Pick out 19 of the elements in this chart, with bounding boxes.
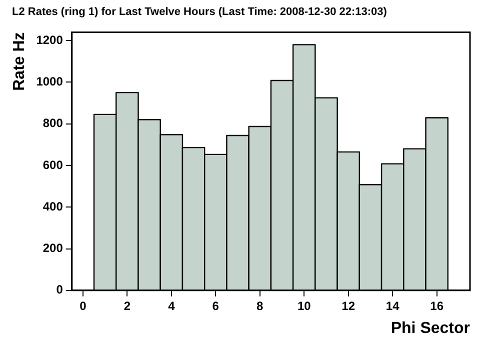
chart-title: L2 Rates (ring 1) for Last Twelve Hours (Last Time: 2008-12-30 22:13:03) — [12, 6, 387, 18]
y-tick-label: 1200 — [36, 32, 64, 47]
y-axis-title: Rate Hz — [11, 32, 28, 91]
y-tick-label: 600 — [42, 158, 64, 172]
y-tick-label: 1000 — [36, 74, 64, 88]
x-tick-label: 14 — [386, 298, 400, 313]
x-tick-label: 2 — [124, 298, 131, 313]
x-tick-label: 10 — [297, 298, 312, 313]
x-tick-label: 12 — [342, 298, 356, 313]
y-tick-label: 200 — [42, 241, 64, 256]
x-tick-label: 6 — [212, 298, 220, 313]
y-tick-label: 0 — [56, 282, 64, 297]
x-tick-label: 4 — [168, 298, 176, 313]
x-axis-title: Phi Sector — [390, 320, 470, 337]
y-tick-label: 800 — [42, 116, 64, 130]
x-tick-label: 16 — [430, 298, 444, 313]
y-tick-label: 400 — [42, 199, 64, 214]
x-tick-label: 8 — [256, 298, 264, 313]
x-tick-label: 0 — [80, 298, 87, 313]
